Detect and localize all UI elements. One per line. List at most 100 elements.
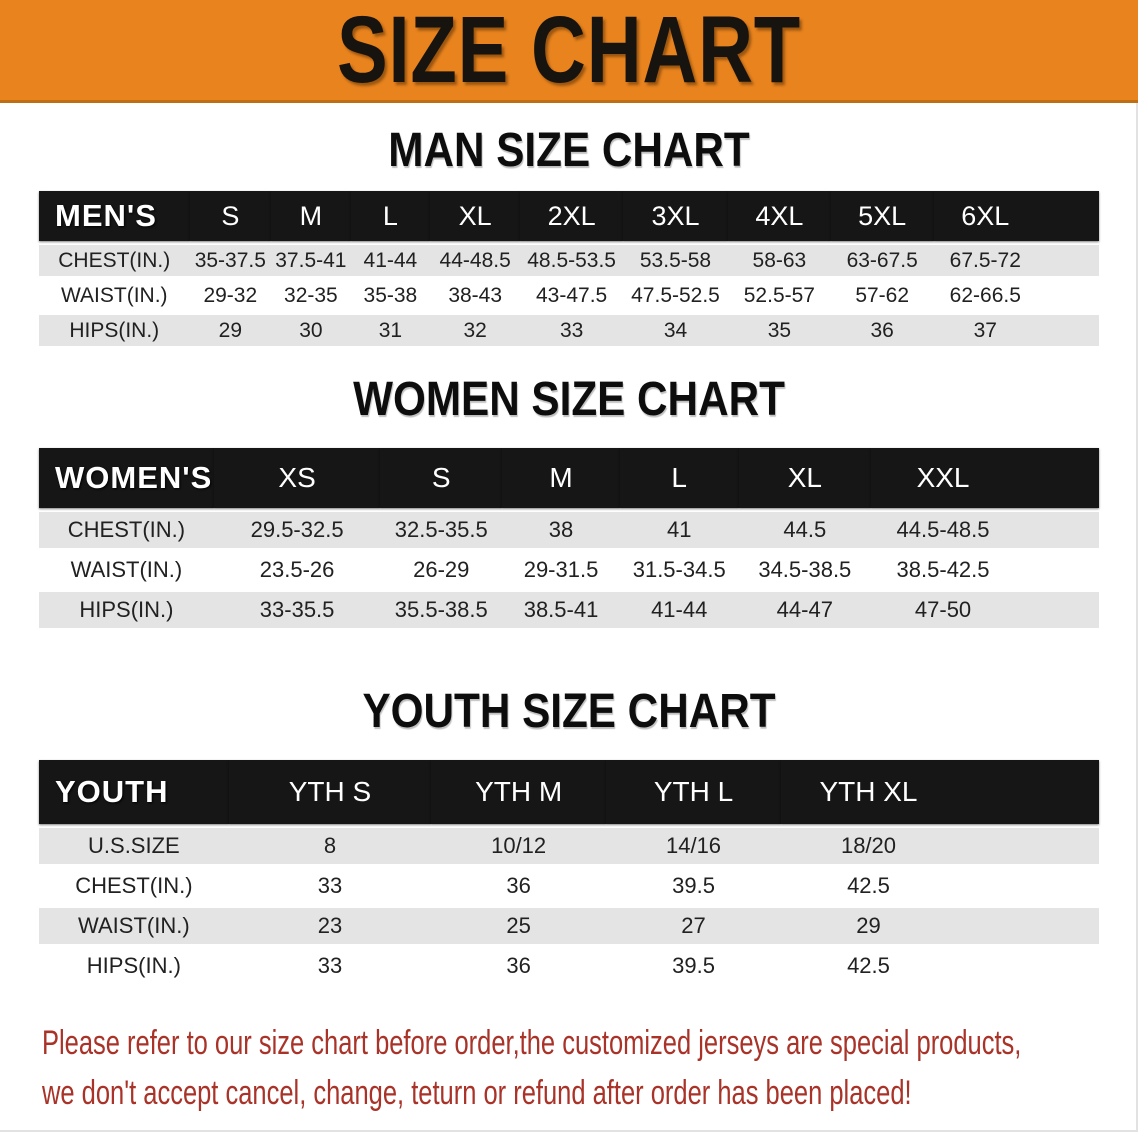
size-value: 44.5-48.5 (896, 517, 990, 542)
youth-corner-label: YOUTH (39, 760, 229, 824)
measurement-row: WAIST(IN.) 23 25 27 29 (39, 908, 1099, 944)
size-value: 37 (973, 318, 997, 342)
size-value: 36 (506, 873, 531, 898)
size-value: 29 (218, 318, 242, 342)
size-value: 23.5-26 (259, 557, 335, 582)
size-column-header: XS (213, 448, 381, 508)
row-label: HIPS(IN.) (69, 318, 160, 342)
size-column-header: YTH L (606, 760, 781, 824)
size-value: 25 (506, 913, 531, 938)
women-corner-label: WOMEN'S (39, 448, 214, 508)
row-label: HIPS(IN.) (79, 597, 174, 622)
size-column-header: XL (738, 448, 872, 508)
size-column-header: 4XL (727, 191, 831, 241)
size-column-header: 2XL (520, 191, 624, 241)
youth-section-heading: YOUTH SIZE CHART (362, 685, 776, 738)
size-column-header: 5XL (830, 191, 934, 241)
size-value: 57-62 (855, 283, 910, 307)
size-value: 41 (666, 517, 692, 542)
women-section-heading: WOMEN SIZE CHART (353, 373, 785, 426)
row-label: HIPS(IN.) (86, 953, 181, 978)
size-value: 39.5 (672, 873, 715, 898)
disclaimer-line: Please refer to our size chart before or… (42, 1024, 1022, 1062)
size-column-header: 3XL (623, 191, 728, 241)
size-value: 39.5 (672, 953, 715, 978)
size-value: 42.5 (847, 873, 890, 898)
size-value: 53.5-58 (639, 248, 712, 272)
size-value: 14/16 (665, 833, 722, 858)
size-value: 35.5-38.5 (394, 597, 488, 622)
measurement-row: U.S.SIZE 8 10/12 14/16 18/20 (39, 828, 1099, 864)
size-chart-banner: SIZE CHART (0, 0, 1138, 103)
size-value: 32 (463, 318, 487, 342)
row-label: CHEST(IN.) (67, 517, 186, 542)
size-value: 41-44 (651, 597, 708, 622)
size-value: 33-35.5 (259, 597, 335, 622)
disclaimer-line: we don't accept cancel, change, teturn o… (42, 1074, 912, 1112)
size-column-header: M (502, 448, 620, 508)
size-value: 33 (317, 953, 343, 978)
size-value: 36 (870, 318, 894, 342)
size-column-header: YTH XL (780, 760, 1099, 824)
banner-title: SIZE CHART (337, 0, 801, 103)
size-value: 10/12 (491, 833, 547, 858)
size-value: 43-47.5 (536, 283, 608, 307)
size-value: 33 (559, 318, 584, 342)
size-column-header: L (619, 448, 739, 508)
size-value: 44-47 (776, 597, 833, 622)
size-column-header: L (350, 191, 431, 241)
size-value: 8 (323, 833, 337, 858)
size-value: 67.5-72 (949, 248, 1021, 272)
size-column-header: 6XL (933, 191, 1099, 241)
measurement-row: CHEST(IN.) 35-37.5 37.5-41 41-44 44-48.5 48.5… (39, 245, 1099, 276)
size-value: 38.5-41 (523, 597, 599, 622)
size-value: 38-43 (448, 283, 503, 307)
row-label: U.S.SIZE (88, 833, 180, 858)
size-value: 27 (681, 913, 706, 938)
youth-size-section: YOUTH SIZE CHART YOUTH YTH S YTH M YTH L YTH… (0, 688, 1138, 988)
row-label: WAIST(IN.) (78, 913, 190, 938)
size-value: 63-67.5 (846, 248, 918, 272)
size-value: 52.5-57 (743, 283, 815, 307)
size-value: 38 (548, 517, 574, 542)
row-label: WAIST(IN.) (60, 283, 168, 307)
men-corner-label: MEN'S (39, 191, 190, 241)
size-value: 44.5 (783, 517, 827, 542)
size-value: 36 (506, 953, 531, 978)
size-value: 23 (317, 913, 343, 938)
size-value: 62-66.5 (949, 283, 1021, 307)
size-column-header: YTH M (431, 760, 607, 824)
measurement-row: CHEST(IN.) 29.5-32.5 32.5-35.5 38 41 44.5 44.5… (39, 512, 1099, 548)
size-value: 35-37.5 (194, 248, 266, 272)
size-value: 58-63 (752, 248, 807, 272)
men-section-heading: MAN SIZE CHART (388, 124, 750, 177)
row-label: CHEST(IN.) (58, 248, 171, 272)
size-value: 29-31.5 (523, 557, 599, 582)
size-value: 29 (856, 913, 881, 938)
disclaimer: Please refer to our size chart before or… (0, 1018, 1138, 1118)
size-value: 38.5-42.5 (896, 557, 990, 582)
size-value: 18/20 (840, 833, 897, 858)
size-value: 33 (317, 873, 343, 898)
size-value: 29.5-32.5 (250, 517, 344, 542)
size-column-header: M (271, 191, 351, 241)
size-value: 26-29 (413, 557, 470, 582)
size-value: 35 (767, 318, 792, 342)
size-value: 41-44 (363, 248, 418, 272)
size-column-header: YTH S (228, 760, 432, 824)
size-value: 42.5 (847, 953, 890, 978)
size-value: 31.5-34.5 (632, 557, 726, 582)
size-value: 29-32 (203, 283, 258, 307)
youth-header-bar: YOUTH YTH S YTH M YTH L YTH XL (39, 760, 1099, 824)
size-value: 47-50 (914, 597, 972, 622)
size-column-header: XL (430, 191, 521, 241)
size-value: 30 (299, 318, 323, 342)
size-value: 32-35 (284, 283, 338, 307)
measurement-row: HIPS(IN.) 33-35.5 35.5-38.5 38.5-41 41-44 44-… (39, 592, 1099, 628)
men-size-table: MEN'S S M L XL 2XL 3XL 4XL 5XL 6XL CHEST(IN.) 35-37… (39, 187, 1099, 350)
row-label: CHEST(IN.) (75, 873, 193, 898)
size-value: 34 (663, 318, 688, 342)
size-value: 44-48.5 (439, 248, 511, 272)
women-size-table: WOMEN'S XS S M L XL XXL CHEST(IN.) 29.5-32.5 32.5… (39, 444, 1099, 632)
